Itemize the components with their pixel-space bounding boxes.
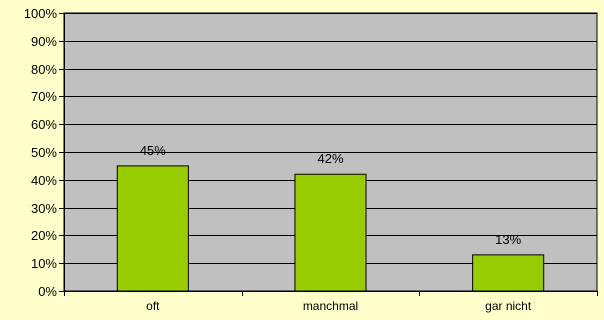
y-tick-label: 40% bbox=[31, 173, 57, 188]
data-labels: 45% 42% 13% bbox=[140, 143, 522, 247]
bar-manchmal bbox=[294, 173, 367, 292]
y-tick-label: 30% bbox=[31, 201, 57, 216]
bar-gar-nicht bbox=[472, 254, 545, 292]
x-tick-label: gar nicht bbox=[485, 299, 532, 313]
y-tick-label: 10% bbox=[31, 256, 57, 271]
y-tick-label: 50% bbox=[31, 145, 57, 160]
data-label: 13% bbox=[495, 232, 521, 247]
x-axis: oft manchmal gar nicht bbox=[64, 291, 598, 313]
y-tick-label: 20% bbox=[31, 228, 57, 243]
y-tick-label: 70% bbox=[31, 89, 57, 104]
y-axis: 0% 10% 20% 30% 40% 50% 60% 70% 80% 90% 100% bbox=[24, 6, 65, 299]
y-tick-label: 80% bbox=[31, 62, 57, 77]
y-tick-label: 60% bbox=[31, 117, 57, 132]
data-label: 45% bbox=[140, 143, 166, 158]
y-tick-label: 90% bbox=[31, 34, 57, 49]
x-tick-label: manchmal bbox=[303, 299, 358, 313]
data-label: 42% bbox=[317, 151, 343, 166]
y-tick-label: 0% bbox=[38, 284, 57, 299]
bar-oft bbox=[116, 165, 189, 292]
x-tick-label: oft bbox=[146, 299, 160, 313]
y-tick-label: 100% bbox=[24, 6, 58, 21]
bars bbox=[116, 165, 545, 292]
